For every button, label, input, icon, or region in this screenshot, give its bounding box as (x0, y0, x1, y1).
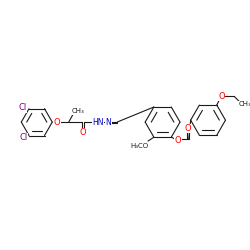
Text: O: O (80, 128, 86, 137)
Text: O: O (184, 124, 191, 133)
Text: CH₃: CH₃ (72, 108, 85, 114)
Text: O: O (218, 92, 225, 101)
Text: N: N (106, 118, 111, 126)
Text: O: O (54, 118, 60, 126)
Text: H₃CO: H₃CO (130, 143, 148, 149)
Text: HN: HN (92, 118, 104, 126)
Text: CH₃: CH₃ (238, 101, 250, 107)
Text: Cl: Cl (19, 133, 27, 142)
Text: Cl: Cl (18, 103, 26, 112)
Text: O: O (175, 136, 182, 144)
